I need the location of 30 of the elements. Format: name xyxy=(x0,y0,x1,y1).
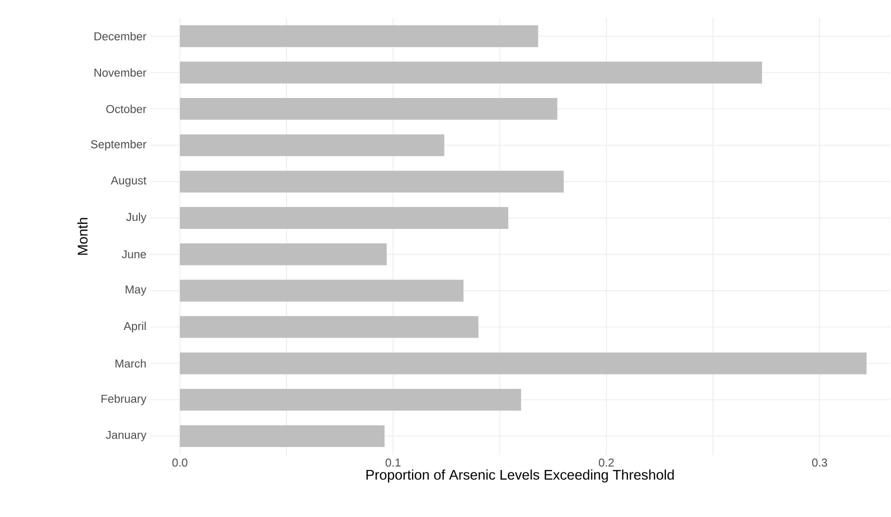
y-tick-label: January xyxy=(106,430,146,442)
y-tick-label: December xyxy=(94,32,146,40)
y-axis-title: Month xyxy=(77,218,88,255)
y-tick-label: August xyxy=(110,176,146,187)
y-tick-label: June xyxy=(122,250,146,258)
y-tick-label: March xyxy=(116,359,146,368)
y-tick-label: November xyxy=(94,68,146,77)
bar xyxy=(180,243,387,266)
bar xyxy=(180,170,564,193)
x-tick-label: 0.1 xyxy=(386,458,401,467)
y-tick-label: July xyxy=(126,212,146,224)
x-tick-label: 0.3 xyxy=(812,458,828,467)
bar xyxy=(180,207,508,229)
bar xyxy=(180,25,538,48)
bar xyxy=(180,134,444,156)
y-tick-label: February xyxy=(102,394,146,406)
y-tick-label: September xyxy=(90,140,146,151)
y-tick-label: May xyxy=(126,286,146,296)
bar xyxy=(180,425,385,447)
bar xyxy=(180,98,558,120)
bar xyxy=(180,388,522,411)
x-tick-label: 0.2 xyxy=(598,458,614,467)
x-axis-title: Proportion of Arsenic Levels Exceeding Threshold xyxy=(366,469,674,482)
bar xyxy=(180,280,464,302)
bar xyxy=(180,62,762,84)
y-tick-label: October xyxy=(106,104,146,114)
x-tick-label: 0.0 xyxy=(172,458,188,467)
bar xyxy=(180,352,867,374)
bar xyxy=(180,316,478,338)
y-tick-label: April xyxy=(124,322,146,332)
